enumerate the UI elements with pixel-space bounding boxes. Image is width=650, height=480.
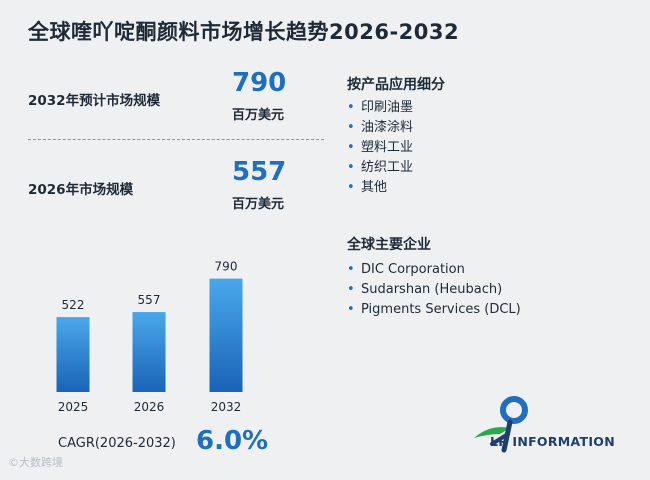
list-item: 塑料工业	[347, 138, 413, 158]
bar-value-label: 522	[62, 298, 85, 312]
applications-title: 按产品应用细分	[347, 77, 445, 93]
bar-2025	[56, 317, 90, 392]
x-tick-label: 2032	[211, 400, 242, 414]
companies-title: 全球主要企业	[347, 237, 431, 253]
bar-2026	[132, 312, 166, 392]
list-item: Pigments Services (DCL)	[347, 300, 521, 320]
page-title: 全球喹吖啶酮颜料市场增长趋势2026-2032	[28, 20, 460, 44]
kpi-divider	[28, 139, 324, 140]
x-tick-label: 2026	[134, 400, 165, 414]
kpi-2026-value: 557	[232, 157, 287, 187]
list-item: 其他	[347, 178, 413, 198]
companies-list: DIC Corporation Sudarshan (Heubach) Pigm…	[347, 260, 521, 320]
list-item: 纺织工业	[347, 158, 413, 178]
logo-text: LP INFORMATION	[490, 434, 615, 449]
market-size-bar-chart: 522 2025 557 2026 790 2032	[56, 260, 243, 414]
watermark-text: ©大数跨境	[8, 456, 63, 469]
bar-value-label: 557	[138, 293, 161, 307]
cagr-label: CAGR(2026-2032)	[58, 436, 176, 451]
lp-runner-logo-icon	[474, 396, 528, 453]
kpi-2032-unit: 百万美元	[232, 108, 285, 123]
bar-2032	[209, 278, 243, 392]
x-tick-label: 2025	[58, 400, 89, 414]
applications-list: 印刷油墨 油漆涂料 塑料工业 纺织工业 其他	[347, 98, 413, 198]
kpi-2026-unit: 百万美元	[232, 197, 285, 212]
kpi-2032-value: 790	[232, 68, 287, 98]
list-item: Sudarshan (Heubach)	[347, 280, 521, 300]
list-item: 印刷油墨	[347, 98, 413, 118]
kpi-2026-label: 2026年市场规模	[28, 182, 134, 198]
cagr-value: 6.0%	[196, 426, 269, 456]
list-item: 油漆涂料	[347, 118, 413, 138]
kpi-2032-label: 2032年预计市场规模	[28, 93, 161, 109]
list-item: DIC Corporation	[347, 260, 521, 280]
bar-value-label: 790	[215, 260, 238, 274]
